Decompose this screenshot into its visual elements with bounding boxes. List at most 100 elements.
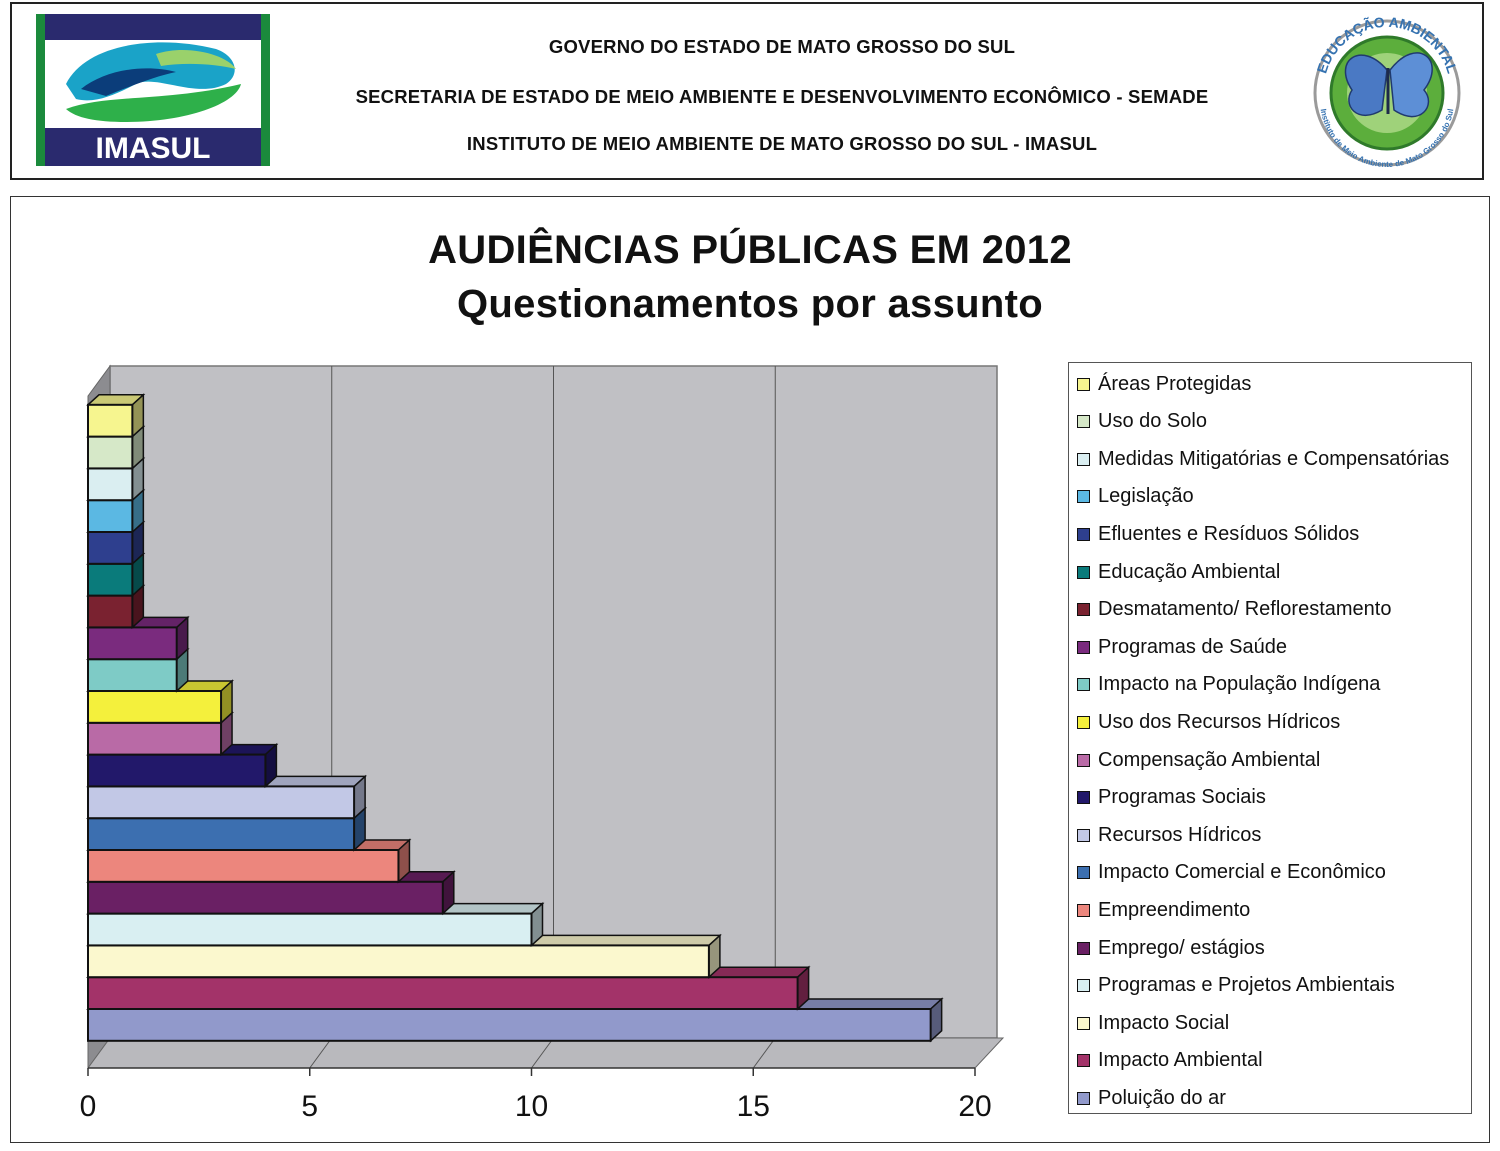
bar: [87, 817, 356, 852]
legend-swatch: [1077, 903, 1090, 917]
educacao-ambiental-logo: EDUCAÇÃO AMBIENTAL Instituto de Meio Amb…: [1313, 14, 1461, 169]
header-banner: IMASUL GOVERNO DO ESTADO DE MATO GROSSO …: [10, 2, 1484, 180]
bar: [87, 467, 134, 502]
bar: [87, 562, 134, 597]
bar: [87, 1008, 932, 1042]
legend-label: Impacto Comercial e Econômico: [1098, 861, 1386, 884]
bar: [87, 658, 178, 693]
header-line-government: GOVERNO DO ESTADO DE MATO GROSSO DO SUL: [548, 36, 1016, 57]
legend-label: Recursos Hídricos: [1098, 823, 1262, 846]
legend-label: Programas e Projetos Ambientais: [1098, 974, 1395, 997]
legend-item: Efluentes e Resíduos Sólidos: [1077, 519, 1359, 549]
legend-swatch: [1077, 1016, 1090, 1030]
bar: [87, 912, 533, 947]
legend-item: Uso dos Recursos Hídricos: [1077, 707, 1340, 737]
legend-swatch: [1077, 828, 1090, 842]
x-tick-label: 20: [958, 1090, 991, 1123]
legend-label: Legislação: [1098, 485, 1194, 508]
legend-swatch: [1077, 527, 1090, 541]
legend-item: Recursos Hídricos: [1077, 820, 1261, 850]
bar: [87, 626, 178, 661]
legend-label: Programas de Saúde: [1098, 635, 1288, 658]
legend-item: Áreas Protegidas: [1077, 369, 1251, 399]
legend-item: Programas e Projetos Ambientais: [1077, 971, 1395, 1001]
bar: [87, 403, 134, 438]
legend-swatch: [1077, 678, 1090, 692]
legend-label: Educação Ambiental: [1098, 560, 1281, 583]
legend-label: Impacto na População Indígena: [1098, 673, 1381, 696]
legend-swatch: [1077, 791, 1090, 805]
legend-label: Emprego/ estágios: [1098, 936, 1265, 959]
header-line-secretariat: SECRETARIA DE ESTADO DE MEIO AMBIENTE E …: [355, 86, 1209, 107]
legend-swatch: [1077, 715, 1090, 729]
legend-item: Desmatamento/ Reflorestamento: [1077, 595, 1391, 625]
x-tick-label: 5: [301, 1090, 318, 1123]
legend-label: Uso dos Recursos Hídricos: [1098, 710, 1341, 733]
legend-item: Impacto na População Indígena: [1077, 670, 1380, 700]
legend-swatch: [1077, 941, 1090, 955]
legend-item: Programas Sociais: [1077, 783, 1266, 813]
legend-swatch: [1077, 603, 1090, 617]
gridline-floor: [309, 1037, 333, 1069]
bar: [87, 785, 356, 820]
legend-swatch: [1077, 490, 1090, 504]
bar: [87, 944, 710, 979]
header-line-institute: INSTITUTO DE MEIO AMBIENTE DE MATO GROSS…: [466, 133, 1098, 154]
legend-swatch: [1077, 866, 1090, 880]
legend-label: Efluentes e Resíduos Sólidos: [1098, 522, 1360, 545]
legend-item: Medidas Mitigatórias e Compensatórias: [1077, 444, 1449, 474]
legend-item: Educação Ambiental: [1077, 557, 1280, 587]
legend-item: Impacto Ambiental: [1077, 1046, 1263, 1076]
bar: [87, 435, 134, 470]
legend-swatch: [1077, 753, 1090, 767]
bar: [87, 753, 267, 788]
legend-item: Emprego/ estágios: [1077, 933, 1265, 963]
chart-title: AUDIÊNCIAS PÚBLICAS EM 2012: [428, 228, 1072, 272]
legend-label: Desmatamento/ Reflorestamento: [1098, 598, 1392, 621]
legend-label: Áreas Protegidas: [1098, 372, 1252, 395]
gridline-floor: [531, 1037, 554, 1069]
legend-swatch: [1077, 415, 1090, 429]
legend-label: Compensação Ambiental: [1098, 748, 1321, 771]
legend-swatch: [1077, 377, 1090, 391]
legend-label: Medidas Mitigatórias e Compensatórias: [1098, 447, 1450, 470]
legend-label: Empreendimento: [1098, 898, 1251, 921]
x-tick-label: 0: [80, 1090, 97, 1123]
legend-item: Programas de Saúde: [1077, 632, 1287, 662]
legend-item: Impacto Comercial e Econômico: [1077, 858, 1386, 888]
plot-floor: [87, 1037, 1005, 1069]
gridline-floor: [752, 1037, 776, 1069]
legend-swatch: [1077, 452, 1090, 466]
legend-item: Impacto Social: [1077, 1008, 1229, 1038]
chart-subtitle: Questionamentos por assunto: [457, 282, 1043, 326]
legend-label: Impacto Social: [1098, 1011, 1230, 1034]
x-tick-label: 15: [737, 1090, 770, 1123]
chart-legend: Áreas Protegidas Uso do Solo Medidas Mitig…: [1068, 362, 1472, 1114]
legend-label: Uso do Solo: [1098, 410, 1207, 433]
legend-swatch: [1077, 1054, 1090, 1068]
legend-label: Programas Sociais: [1098, 786, 1266, 809]
bar: [87, 976, 799, 1011]
legend-swatch: [1077, 1091, 1090, 1105]
bar: [87, 499, 134, 534]
imasul-logo-text: IMASUL: [96, 132, 211, 165]
imasul-logo: IMASUL: [36, 14, 270, 166]
bar: [87, 531, 134, 565]
x-tick-label: 10: [515, 1090, 548, 1123]
legend-item: Poluição do ar: [1077, 1083, 1226, 1113]
legend-swatch: [1077, 979, 1090, 993]
legend-label: Impacto Ambiental: [1098, 1049, 1263, 1072]
legend-item: Uso do Solo: [1077, 407, 1207, 437]
bar: [87, 721, 223, 756]
legend-swatch: [1077, 565, 1090, 579]
bar: [87, 849, 400, 883]
legend-item: Empreendimento: [1077, 895, 1250, 925]
legend-label: Poluição do ar: [1098, 1086, 1226, 1109]
legend-item: Compensação Ambiental: [1077, 745, 1320, 775]
bar: [87, 594, 134, 629]
legend-item: Legislação: [1077, 482, 1194, 512]
legend-swatch: [1077, 640, 1090, 654]
bar: [87, 880, 444, 915]
bar: [87, 690, 223, 724]
